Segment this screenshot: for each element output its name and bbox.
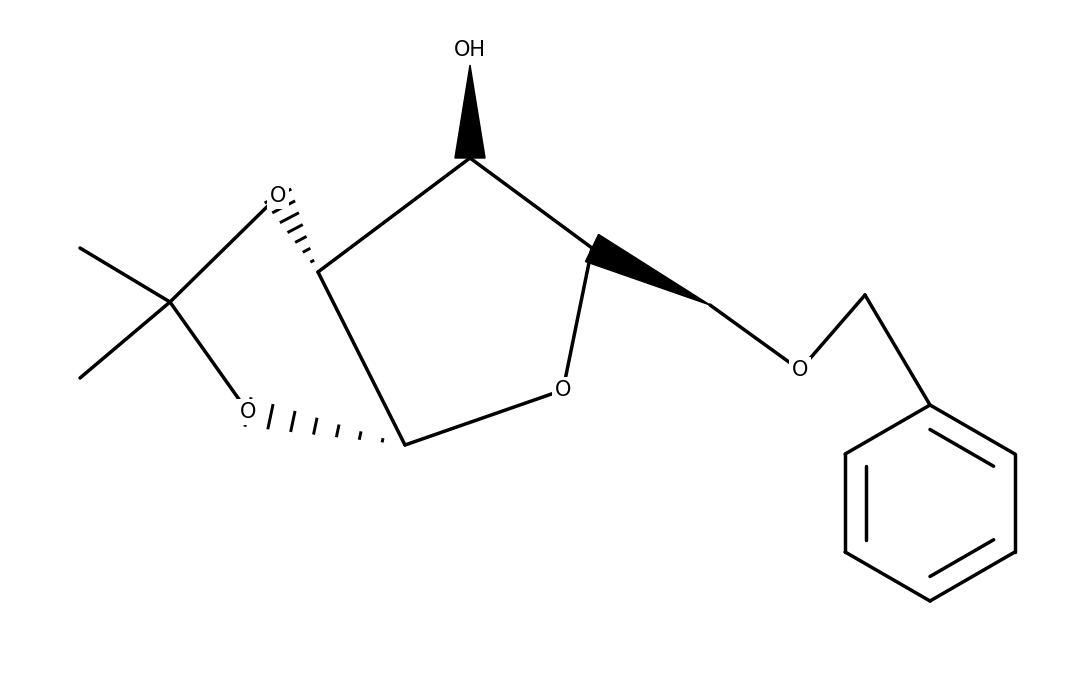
Text: O: O (555, 380, 571, 400)
Polygon shape (585, 235, 710, 305)
Text: OH: OH (454, 40, 486, 60)
Text: O: O (270, 186, 286, 206)
Text: O: O (792, 360, 808, 380)
Text: O: O (240, 402, 256, 422)
Polygon shape (455, 65, 485, 158)
